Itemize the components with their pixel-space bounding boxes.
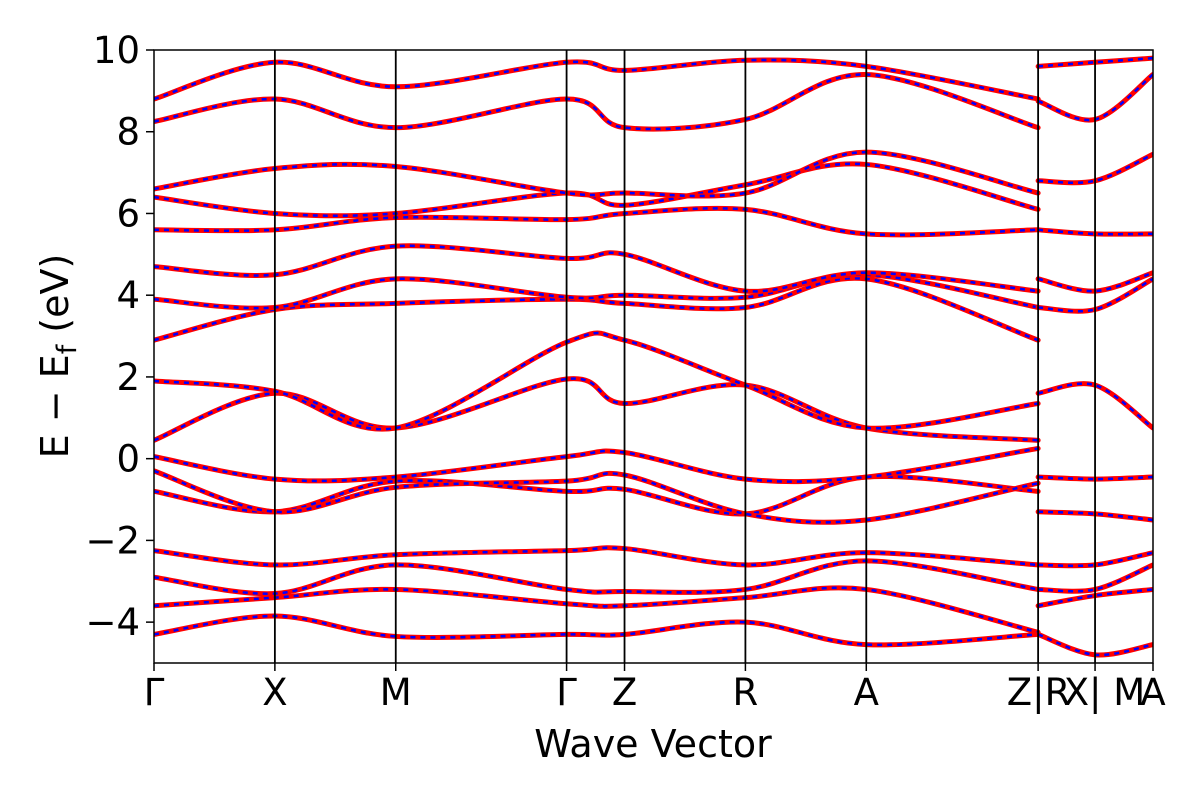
band-line-dashed — [1038, 551, 1153, 568]
band-line-dashed — [1037, 271, 1153, 293]
x-tick-label: M — [380, 671, 412, 714]
band-line-dashed — [1038, 475, 1153, 481]
band-line-dashed — [1038, 563, 1153, 593]
y-axis-title: E − Ef (eV) — [33, 254, 83, 459]
band-line-dashed — [154, 207, 1039, 237]
y-tick-label: 0 — [116, 438, 140, 481]
y-axis-title-unit: (eV) — [33, 254, 77, 345]
x-tick-label: X — [1064, 671, 1089, 714]
band-line-dashed — [1038, 153, 1153, 184]
band-line-dashed — [1037, 588, 1153, 608]
x-axis-ticks: Γ X M Γ Z R A Z |RX | MA — [144, 663, 1166, 714]
band-line-dashed — [1038, 510, 1153, 522]
plot-background — [154, 50, 1153, 663]
x-tick-label: |R — [1032, 671, 1070, 714]
y-tick-label: 6 — [116, 192, 140, 235]
y-tick-label: −4 — [85, 601, 140, 644]
band-line-dashed — [1037, 382, 1153, 430]
x-tick-label: Γ — [556, 671, 577, 714]
plot-frame — [153, 49, 1154, 664]
y-axis-title-subscript: f — [52, 343, 83, 354]
x-tick-label: A — [1140, 671, 1165, 714]
y-axis-title-main: E − E — [33, 354, 77, 458]
x-axis-title: Wave Vector — [534, 722, 772, 766]
y-tick-label: 2 — [116, 356, 140, 399]
x-tick-label: | M — [1089, 671, 1145, 714]
x-tick-label: R — [733, 671, 759, 714]
y-axis-ticks: −4 −2 0 2 4 6 8 10 — [85, 29, 154, 644]
high-symmetry-lines — [273, 50, 1096, 663]
x-tick-label: Z — [612, 671, 637, 714]
y-tick-label: 10 — [93, 29, 140, 72]
y-tick-label: 8 — [116, 111, 140, 154]
band-line-dashed — [1038, 228, 1153, 236]
y-tick-label: 4 — [116, 274, 140, 317]
x-tick-label: A — [854, 671, 879, 714]
band-line-dashed — [1038, 56, 1153, 68]
y-tick-label: −2 — [85, 519, 140, 562]
x-tick-label: Γ — [144, 671, 165, 714]
band-line-dashed — [1038, 277, 1153, 313]
x-tick-label: X — [262, 671, 287, 714]
band-line-dashed — [154, 58, 1039, 101]
band-line-dashed — [154, 475, 1039, 516]
x-tick-label: Z — [1007, 671, 1032, 714]
